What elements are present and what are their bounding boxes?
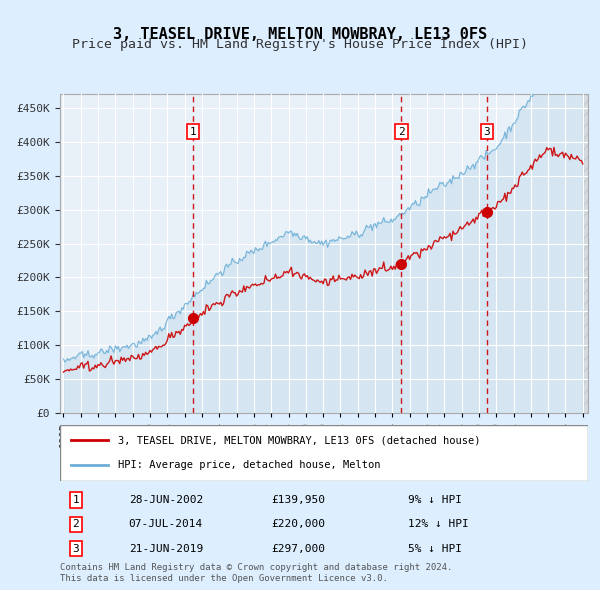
Text: Price paid vs. HM Land Registry's House Price Index (HPI): Price paid vs. HM Land Registry's House … bbox=[72, 38, 528, 51]
FancyBboxPatch shape bbox=[60, 425, 588, 481]
Text: £139,950: £139,950 bbox=[271, 495, 325, 505]
Text: 3: 3 bbox=[484, 127, 490, 137]
Text: 21-JUN-2019: 21-JUN-2019 bbox=[128, 544, 203, 553]
Text: £297,000: £297,000 bbox=[271, 544, 325, 553]
Text: 28-JUN-2002: 28-JUN-2002 bbox=[128, 495, 203, 505]
Text: 12% ↓ HPI: 12% ↓ HPI bbox=[409, 519, 469, 529]
Text: HPI: Average price, detached house, Melton: HPI: Average price, detached house, Melt… bbox=[118, 460, 380, 470]
Text: 3: 3 bbox=[73, 544, 79, 553]
Text: 2: 2 bbox=[398, 127, 405, 137]
Text: 5% ↓ HPI: 5% ↓ HPI bbox=[409, 544, 463, 553]
Text: £220,000: £220,000 bbox=[271, 519, 325, 529]
Text: 1: 1 bbox=[190, 127, 197, 137]
Text: 3, TEASEL DRIVE, MELTON MOWBRAY, LE13 0FS: 3, TEASEL DRIVE, MELTON MOWBRAY, LE13 0F… bbox=[113, 27, 487, 41]
Text: 07-JUL-2014: 07-JUL-2014 bbox=[128, 519, 203, 529]
Text: 3, TEASEL DRIVE, MELTON MOWBRAY, LE13 0FS (detached house): 3, TEASEL DRIVE, MELTON MOWBRAY, LE13 0F… bbox=[118, 435, 481, 445]
Text: Contains HM Land Registry data © Crown copyright and database right 2024.
This d: Contains HM Land Registry data © Crown c… bbox=[60, 563, 452, 583]
Text: 9% ↓ HPI: 9% ↓ HPI bbox=[409, 495, 463, 505]
Text: 1: 1 bbox=[73, 495, 79, 505]
Text: 2: 2 bbox=[73, 519, 79, 529]
